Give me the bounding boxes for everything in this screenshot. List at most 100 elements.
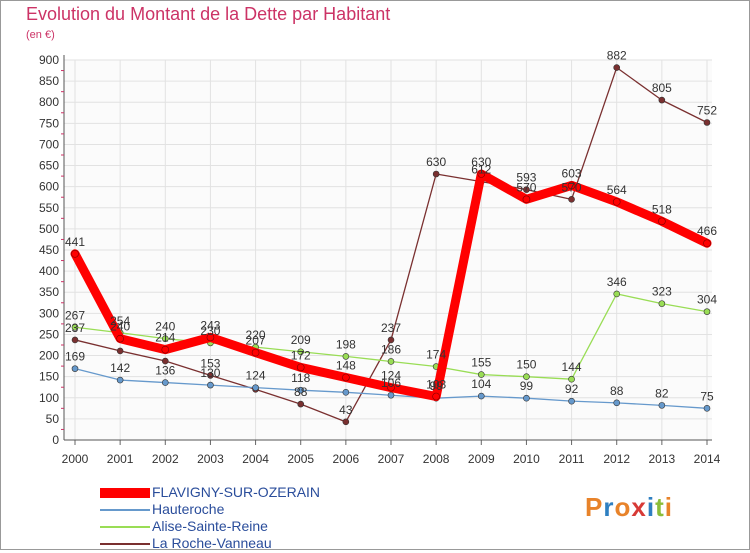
data-label: 186 bbox=[381, 342, 401, 356]
data-point bbox=[342, 353, 350, 360]
data-point bbox=[523, 186, 530, 193]
data-label: 144 bbox=[562, 360, 582, 374]
data-point bbox=[207, 372, 214, 379]
data-label: 267 bbox=[65, 308, 85, 322]
data-label: 88 bbox=[610, 384, 624, 398]
data-point bbox=[71, 336, 79, 344]
legend-label-roche-vanneau: La Roche-Vanneau bbox=[152, 535, 272, 551]
data-label: 603 bbox=[562, 166, 582, 180]
data-label: 136 bbox=[155, 364, 175, 378]
data-label: 75 bbox=[700, 389, 714, 403]
data-point bbox=[567, 181, 576, 190]
data-label: 207 bbox=[246, 334, 266, 348]
data-label: 92 bbox=[565, 382, 579, 396]
data-label: 346 bbox=[607, 275, 627, 289]
logo-letter: x bbox=[631, 492, 647, 522]
data-point bbox=[71, 365, 79, 372]
data-label: 805 bbox=[652, 81, 672, 95]
data-label: 564 bbox=[607, 183, 627, 197]
data-point bbox=[251, 348, 260, 357]
data-point bbox=[71, 323, 79, 331]
data-label: 209 bbox=[291, 333, 311, 347]
data-label: 214 bbox=[155, 331, 175, 345]
y-tick-label: 50 bbox=[46, 412, 60, 426]
y-tick-label: 600 bbox=[39, 180, 59, 194]
data-label: 106 bbox=[381, 376, 401, 390]
x-tick-label: 2000 bbox=[62, 452, 89, 466]
data-point bbox=[568, 397, 575, 405]
data-label: 220 bbox=[246, 328, 266, 342]
data-label: 103 bbox=[426, 378, 446, 392]
data-label: 124 bbox=[246, 369, 266, 383]
data-label: 752 bbox=[697, 103, 717, 117]
data-point bbox=[296, 363, 305, 372]
x-tick-label: 2011 bbox=[559, 452, 585, 466]
data-point bbox=[612, 198, 621, 206]
data-label: 230 bbox=[200, 324, 220, 338]
data-label: 254 bbox=[110, 314, 130, 328]
data-point bbox=[477, 371, 485, 378]
data-label: 148 bbox=[336, 359, 356, 373]
data-point bbox=[297, 348, 305, 356]
data-point bbox=[703, 308, 711, 315]
data-label: 570 bbox=[516, 180, 536, 194]
y-tick-label: 400 bbox=[39, 264, 59, 278]
data-point bbox=[387, 336, 395, 344]
x-tick-label: 2013 bbox=[649, 452, 676, 466]
data-label: 99 bbox=[429, 379, 443, 393]
logo-letter: P bbox=[585, 492, 604, 522]
legend-swatch-roche-vanneau bbox=[100, 543, 150, 545]
data-label: 124 bbox=[381, 369, 401, 383]
data-point bbox=[161, 379, 169, 386]
legend-swatch-alise bbox=[100, 526, 150, 528]
y-tick-label: 700 bbox=[39, 137, 59, 151]
y-tick-label: 0 bbox=[52, 433, 59, 447]
data-point bbox=[342, 373, 350, 382]
data-label: 323 bbox=[652, 285, 672, 299]
data-label: 118 bbox=[291, 371, 310, 385]
y-tick-label: 100 bbox=[39, 391, 59, 405]
data-point bbox=[342, 418, 350, 426]
data-point bbox=[206, 333, 215, 342]
data-point bbox=[297, 400, 305, 408]
x-tick-label: 2002 bbox=[152, 452, 179, 466]
x-tick-label: 2014 bbox=[694, 452, 721, 466]
data-label: 570 bbox=[562, 180, 582, 194]
data-label: 88 bbox=[294, 385, 308, 399]
data-point bbox=[432, 170, 440, 178]
y-tick-label: 300 bbox=[39, 306, 59, 320]
data-label: 882 bbox=[607, 49, 627, 63]
legend-label-alise: Alise-Sainte-Reine bbox=[152, 518, 268, 534]
y-tick-label: 500 bbox=[39, 222, 59, 236]
data-label: 630 bbox=[471, 155, 491, 169]
data-point bbox=[432, 392, 440, 401]
data-point bbox=[207, 381, 214, 389]
data-label: 518 bbox=[652, 202, 672, 216]
proxiti-logo: Proxiti bbox=[585, 492, 673, 523]
data-label: 237 bbox=[65, 321, 85, 335]
data-label: 237 bbox=[381, 321, 401, 335]
x-tick-label: 2007 bbox=[378, 452, 405, 466]
data-point bbox=[387, 383, 395, 392]
data-point bbox=[161, 335, 169, 342]
data-point bbox=[161, 357, 169, 365]
y-tick-label: 850 bbox=[39, 74, 59, 88]
data-label: 593 bbox=[516, 171, 536, 185]
data-label: 43 bbox=[339, 403, 353, 417]
data-point bbox=[522, 195, 531, 204]
data-point bbox=[658, 402, 666, 409]
data-point bbox=[342, 388, 350, 396]
logo-letter: t bbox=[655, 492, 665, 522]
chart-unit-label: (en €) bbox=[26, 29, 55, 41]
logo-letter: r bbox=[603, 492, 615, 522]
data-point bbox=[703, 405, 711, 412]
data-label: 142 bbox=[110, 361, 130, 375]
data-label: 174 bbox=[426, 348, 446, 362]
data-point bbox=[658, 300, 666, 307]
data-label: 150 bbox=[516, 358, 536, 372]
data-label: 153 bbox=[200, 356, 220, 370]
data-point bbox=[252, 384, 259, 391]
legend-swatch-flavigny bbox=[100, 488, 150, 498]
data-label: 155 bbox=[471, 356, 491, 370]
data-label: 240 bbox=[155, 320, 175, 334]
